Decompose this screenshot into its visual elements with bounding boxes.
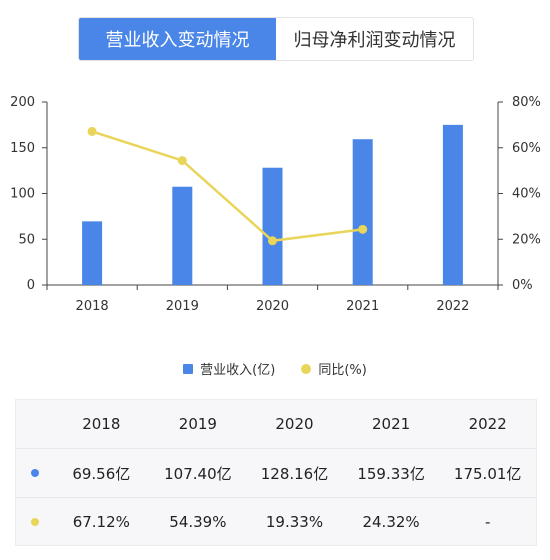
x-axis-tick-label: 2022: [436, 299, 469, 310]
tab-revenue-change[interactable]: 营业收入变动情况: [79, 18, 276, 60]
revenue-cell: 175.01亿: [453, 464, 522, 483]
left-axis-tick-label: 100: [10, 187, 35, 202]
growth-row-marker: [16, 518, 53, 526]
revenue-chart: 0 50 100 150 200 0% 20% 40% 60% 80% 2018 2019 2020 20…: [10, 95, 541, 310]
revenue-cell: 128.16亿: [260, 464, 329, 483]
chart-tabs: 营业收入变动情况 归母净利润变动情况: [78, 17, 474, 61]
chart-legend: 营业收入(亿) 同比(%): [0, 359, 550, 378]
growth-cell: -: [484, 513, 491, 531]
revenue-bar: [262, 167, 283, 285]
legend-item-growth[interactable]: 同比(%): [301, 359, 367, 378]
table-header-row: 2018 2019 2020 2021 2022: [16, 400, 536, 448]
growth-point: [268, 236, 277, 246]
right-axis-tick-label: 60%: [512, 141, 541, 156]
year-header: 2021: [371, 415, 411, 433]
table-row-revenue: 69.56亿 107.40亿 128.16亿 159.33亿 175.01亿: [16, 448, 536, 497]
x-axis-tick-label: 2019: [166, 299, 199, 310]
x-axis-tick-label: 2020: [256, 299, 289, 310]
year-header: 2022: [468, 415, 507, 433]
revenue-bar: [172, 186, 193, 285]
growth-point: [358, 224, 368, 234]
left-axis-tick-label: 50: [18, 232, 35, 247]
legend-growth-swatch: [301, 363, 312, 374]
revenue-cell: 69.56亿: [72, 464, 131, 483]
legend-item-revenue[interactable]: 营业收入(亿): [183, 359, 275, 378]
year-header: 2019: [178, 415, 217, 433]
growth-cell: 19.33%: [265, 513, 324, 531]
right-axis-tick-label: 80%: [512, 95, 541, 110]
growth-line: [91, 130, 363, 243]
growth-cell: 54.39%: [169, 513, 227, 531]
tab-net-profit-change[interactable]: 归母净利润变动情况: [293, 30, 456, 51]
year-header: 2018: [82, 415, 121, 433]
table-row-growth: 67.12% 54.39% 19.33% 24.32% -: [16, 497, 536, 546]
right-axis-tick-label: 40%: [512, 187, 541, 202]
revenue-bar: [442, 124, 463, 285]
revenue-bar: [352, 139, 373, 285]
year-header: 2020: [275, 415, 314, 433]
left-axis-tick-label: 200: [10, 95, 35, 110]
legend-revenue-swatch: [183, 363, 194, 374]
revenue-cell: 107.40亿: [164, 464, 232, 483]
left-axis-tick-label: 150: [10, 141, 35, 156]
legend-revenue-label: 营业收入(亿): [200, 363, 276, 378]
growth-point: [87, 126, 97, 136]
growth-point: [177, 156, 187, 166]
legend-growth-label: 同比(%): [318, 363, 367, 378]
revenue-row-marker: [16, 469, 53, 477]
blue-dot-icon: [30, 469, 39, 477]
growth-cell: 67.12%: [72, 513, 130, 531]
x-axis-tick-label: 2021: [346, 299, 379, 310]
left-axis-tick-label: 0: [27, 278, 35, 293]
right-axis-tick-label: 0%: [512, 278, 533, 293]
growth-cell: 24.32%: [362, 513, 420, 531]
data-table: 2018 2019 2020 2021 2022 69.56亿 107.40亿 …: [15, 399, 537, 546]
revenue-bar: [82, 221, 103, 285]
yellow-dot-icon: [30, 518, 39, 526]
revenue-cell: 159.33亿: [357, 464, 425, 483]
x-axis-tick-label: 2018: [76, 299, 109, 310]
right-axis-tick-label: 20%: [512, 232, 541, 247]
